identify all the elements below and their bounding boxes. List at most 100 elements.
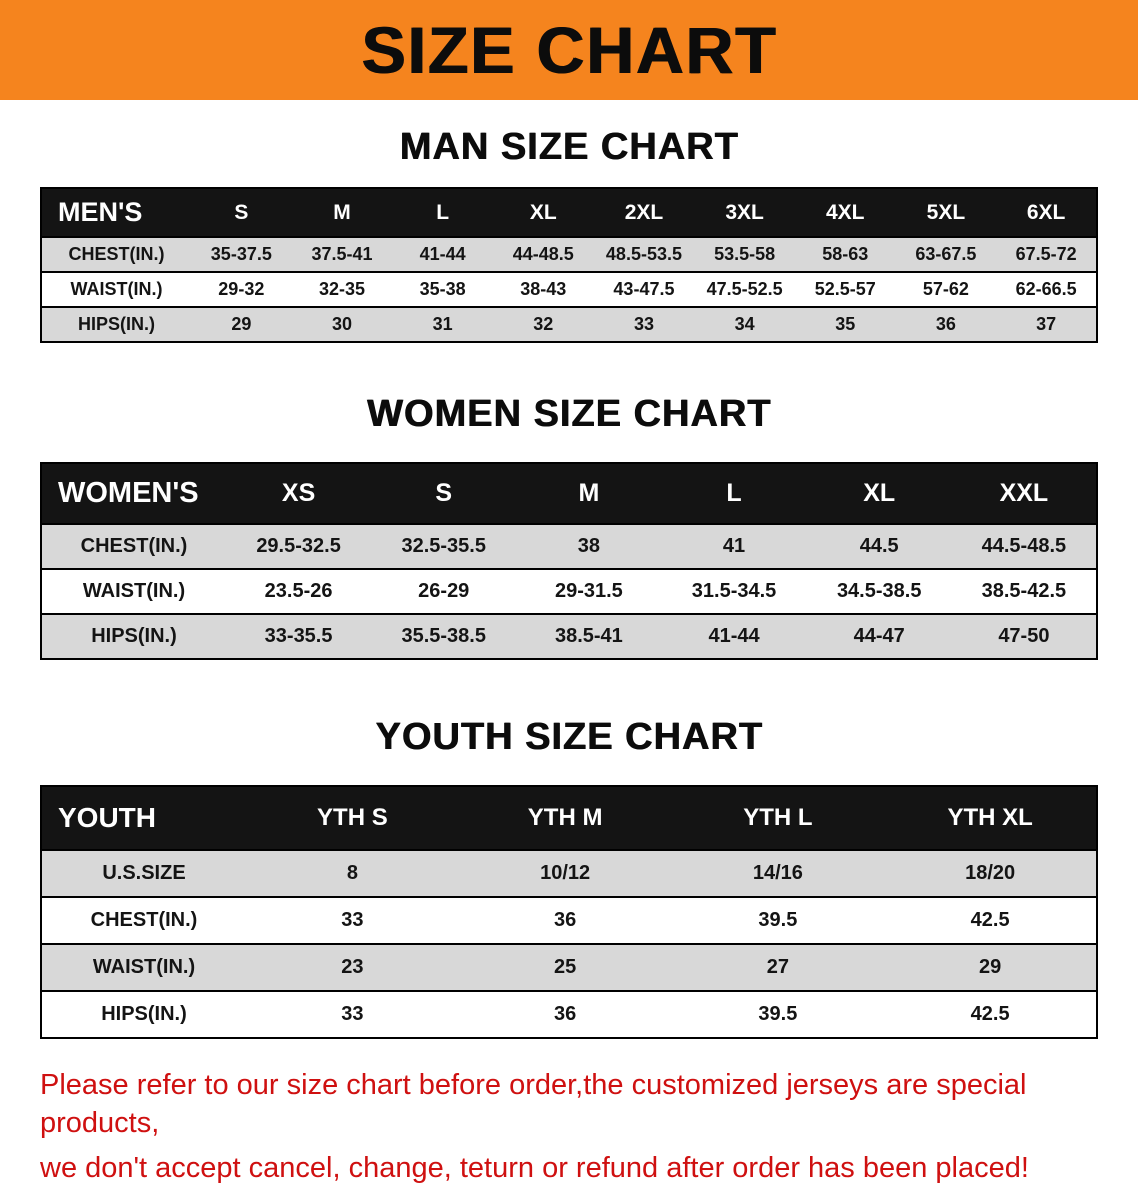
value-cell: 41-44 xyxy=(419,244,466,264)
size-header-cell: 5XL xyxy=(895,188,997,237)
value-cell: 32-35 xyxy=(318,279,365,299)
size-header-cell: YTH M xyxy=(458,786,672,850)
size-header-cell: M xyxy=(516,463,662,524)
size-header-cell: S xyxy=(371,463,517,524)
value-cell: 23 xyxy=(341,956,364,978)
value-cell: 36 xyxy=(554,909,577,931)
table-row: HIPS(IN.) 33-35.5 35.5-38.5 38.5-41 41-44 44-… xyxy=(41,614,1097,659)
value-cell: 37.5-41 xyxy=(311,244,373,264)
value-cell: 27 xyxy=(766,956,789,978)
value-cell: 38-43 xyxy=(520,279,567,299)
value-cell: 47-50 xyxy=(998,625,1050,647)
table-title-cell: YOUTH xyxy=(41,786,246,850)
size-header-cell: S xyxy=(191,188,292,237)
size-chart-banner: SIZE CHART xyxy=(0,0,1138,100)
table-title-cell: WOMEN'S xyxy=(41,463,226,524)
table-row: WAIST(IN.) 23.5-26 26-29 29-31.5 31.5-34.5 34… xyxy=(41,569,1097,614)
value-cell: 33 xyxy=(341,1003,364,1025)
size-header-cell: XL xyxy=(806,463,952,524)
value-cell: 35 xyxy=(835,314,856,334)
youth-size-section: YOUTH SIZE CHART YOUTH YTH S YTH M YTH L YTH… xyxy=(0,716,1138,1039)
value-cell: 38.5-41 xyxy=(554,625,623,647)
size-header-cell: 6XL xyxy=(996,188,1097,237)
disclaimer-line-2: we don't accept cancel, change, teturn o… xyxy=(40,1152,1029,1185)
value-cell: 35-37.5 xyxy=(210,244,272,264)
women-section-heading: WOMEN SIZE CHART xyxy=(366,393,772,435)
women-size-section: WOMEN SIZE CHART WOMEN'S XS S M L XL XXL CHEST(… xyxy=(0,393,1138,660)
size-header-cell: XL xyxy=(492,188,594,237)
value-cell: 42.5 xyxy=(970,909,1010,931)
value-cell: 41-44 xyxy=(708,625,760,647)
value-cell: 44-47 xyxy=(853,625,905,647)
table-row: U.S.SIZE 8 10/12 14/16 18/20 xyxy=(41,850,1097,897)
value-cell: 35-38 xyxy=(419,279,466,299)
row-label-cell: U.S.SIZE xyxy=(102,862,186,884)
value-cell: 58-63 xyxy=(822,244,869,264)
row-label-cell: HIPS(IN.) xyxy=(77,314,155,334)
size-header-cell: 2XL xyxy=(593,188,695,237)
value-cell: 14/16 xyxy=(752,862,803,884)
youth-size-table: YOUTH YTH S YTH M YTH L YTH XL U.S.SIZE 8 10/12… xyxy=(40,785,1098,1039)
value-cell: 36 xyxy=(935,314,956,334)
value-cell: 36 xyxy=(554,1003,577,1025)
table-header-row: WOMEN'S XS S M L XL XXL xyxy=(41,463,1097,524)
value-cell: 29 xyxy=(231,314,252,334)
row-label-cell: CHEST(IN.) xyxy=(68,244,165,264)
value-cell: 39.5 xyxy=(758,1003,798,1025)
value-cell: 48.5-53.5 xyxy=(605,244,682,264)
value-cell: 63-67.5 xyxy=(915,244,977,264)
size-header-cell: YTH L xyxy=(671,786,885,850)
row-label-cell: WAIST(IN.) xyxy=(92,956,196,978)
size-header-cell: L xyxy=(661,463,807,524)
value-cell: 10/12 xyxy=(540,862,591,884)
men-size-section: MAN SIZE CHART MEN'S S M L XL 2XL 3XL 4XL 5XL 6XL… xyxy=(0,126,1138,343)
table-row: WAIST(IN.) 29-32 32-35 35-38 38-43 43-47.5 47.… xyxy=(41,272,1097,307)
womens-size-table: WOMEN'S XS S M L XL XXL CHEST(IN.) 29.5-32.5 32.5… xyxy=(40,462,1098,660)
value-cell: 25 xyxy=(554,956,577,978)
table-row: HIPS(IN.) 29 30 31 32 33 34 35 36 37 xyxy=(41,307,1097,342)
value-cell: 31.5-34.5 xyxy=(691,580,777,602)
value-cell: 35.5-38.5 xyxy=(401,625,486,647)
table-row: CHEST(IN.) 35-37.5 37.5-41 41-44 44-48.5 48.5… xyxy=(41,237,1097,272)
mens-size-table: MEN'S S M L XL 2XL 3XL 4XL 5XL 6XL CHEST(IN.) 35-37… xyxy=(40,187,1098,343)
value-cell: 37 xyxy=(1036,314,1057,334)
men-section-heading: MAN SIZE CHART xyxy=(399,126,739,168)
size-header-cell: YTH XL xyxy=(884,786,1097,850)
value-cell: 29 xyxy=(979,956,1002,978)
value-cell: 18/20 xyxy=(965,862,1016,884)
row-label-cell: CHEST(IN.) xyxy=(90,909,198,931)
row-label-cell: WAIST(IN.) xyxy=(82,580,186,602)
value-cell: 41 xyxy=(722,535,746,557)
value-cell: 62-66.5 xyxy=(1015,279,1077,299)
table-title-cell: MEN'S xyxy=(41,188,191,237)
disclaimer: Please refer to our size chart before or… xyxy=(40,1067,1098,1188)
size-header-cell: M xyxy=(291,188,393,237)
table-row: WAIST(IN.) 23 25 27 29 xyxy=(41,944,1097,991)
value-cell: 32.5-35.5 xyxy=(401,535,486,557)
value-cell: 34 xyxy=(734,314,755,334)
value-cell: 30 xyxy=(331,314,352,334)
youth-section-heading: YOUTH SIZE CHART xyxy=(375,716,763,758)
value-cell: 53.5-58 xyxy=(714,244,776,264)
table-header-row: YOUTH YTH S YTH M YTH L YTH XL xyxy=(41,786,1097,850)
size-header-cell: XS xyxy=(226,463,372,524)
table-row: CHEST(IN.) 29.5-32.5 32.5-35.5 38 41 44.5 44.5… xyxy=(41,524,1097,569)
value-cell: 23.5-26 xyxy=(264,580,333,602)
size-header-cell: 3XL xyxy=(694,188,795,237)
value-cell: 33-35.5 xyxy=(264,625,333,647)
table-row: HIPS(IN.) 33 36 39.5 42.5 xyxy=(41,991,1097,1038)
row-label-cell: HIPS(IN.) xyxy=(91,625,177,647)
row-label-cell: CHEST(IN.) xyxy=(80,535,188,557)
value-cell: 29-32 xyxy=(218,279,265,299)
value-cell: 33 xyxy=(341,909,364,931)
page-title: SIZE CHART xyxy=(361,13,777,87)
value-cell: 52.5-57 xyxy=(814,279,876,299)
value-cell: 8 xyxy=(346,862,358,884)
disclaimer-line-1: Please refer to our size chart before or… xyxy=(40,1069,1027,1139)
value-cell: 67.5-72 xyxy=(1015,244,1077,264)
value-cell: 38.5-42.5 xyxy=(981,580,1067,602)
value-cell: 42.5 xyxy=(970,1003,1010,1025)
size-header-cell: XXL xyxy=(951,463,1097,524)
value-cell: 34.5-38.5 xyxy=(836,580,922,602)
